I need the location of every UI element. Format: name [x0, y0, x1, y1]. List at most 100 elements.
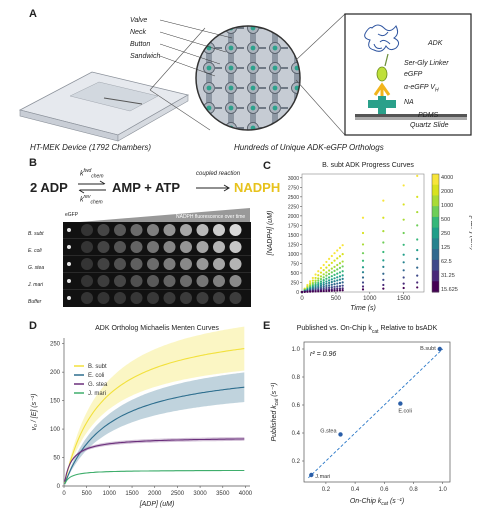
nadph-well — [130, 241, 143, 253]
time-label: NADPH fluorescence over time — [176, 214, 246, 220]
nadph-well — [147, 292, 159, 304]
nadph-well — [196, 224, 209, 236]
nadph-well — [213, 258, 225, 270]
data-point — [328, 286, 331, 289]
chamber-neck — [214, 107, 222, 109]
data-point — [336, 279, 339, 282]
y-tick-label: 2000 — [288, 214, 299, 220]
data-point — [333, 287, 336, 291]
coupled-label: coupled reaction — [196, 171, 241, 177]
y-tick-label: 750 — [291, 261, 300, 267]
data-point — [382, 265, 385, 268]
kcat-correlation-chart: Published vs. On-Chip kcat Relative to b… — [271, 325, 451, 507]
y-tick-label: 0.8 — [292, 375, 301, 381]
data-point — [416, 281, 419, 284]
data-point — [336, 272, 339, 275]
reaction-k-rev: krevchem — [80, 194, 103, 206]
chamber-neck — [280, 27, 288, 29]
confidence-band — [64, 326, 245, 484]
data-point — [322, 269, 325, 272]
data-point — [319, 290, 323, 293]
michaelis-menten-chart: ADK Ortholog Michaelis Menten Curves 0 50 1… — [31, 325, 253, 508]
data-point — [341, 270, 344, 273]
chamber-neck — [258, 47, 266, 49]
egfp-well — [67, 228, 71, 232]
data-point — [361, 276, 365, 279]
data-point — [338, 275, 342, 278]
y-tick-label: 0.6 — [292, 403, 301, 409]
stack-label-antibody: α-eGFP VH — [404, 84, 439, 94]
nadph-well — [180, 275, 192, 287]
chamber-neck — [214, 47, 222, 49]
colorbar-segment — [432, 281, 439, 293]
data-point — [341, 253, 344, 256]
y-tick-label: 0.2 — [292, 459, 301, 465]
data-point — [314, 273, 317, 276]
data-point — [311, 283, 314, 286]
data-point — [319, 282, 323, 285]
data-point — [361, 216, 365, 219]
data-point — [338, 278, 342, 281]
data-point — [382, 199, 385, 202]
data-point — [336, 285, 339, 288]
button-spot — [294, 105, 300, 111]
data-point — [338, 287, 342, 290]
nadph-well — [163, 224, 176, 236]
y-tick-label: 1000 — [288, 252, 299, 258]
chamber-neck — [280, 87, 288, 89]
data-point — [330, 280, 333, 284]
colorbar-tick-label: 2000 — [441, 189, 453, 195]
chart-d-title: ADK Ortholog Michaelis Menten Curves — [95, 325, 219, 332]
data-point — [336, 276, 339, 279]
orthologs-caption: Hundreds of Unique ADK-eGFP Orthologs — [234, 143, 384, 152]
nadph-well — [81, 224, 93, 236]
flow-channel — [272, 26, 278, 130]
y-tick-label: 500 — [291, 271, 300, 277]
row-label-bsubt: B. subt — [28, 231, 44, 237]
colorbar-segment — [432, 206, 439, 218]
stack-label-linker: Ser-Gly Linker — [404, 60, 449, 67]
row-label-jmari: J. mari — [28, 282, 43, 288]
colorbar-segment — [432, 249, 439, 261]
x-tick-label: 1000 — [363, 296, 377, 302]
chamber-zoom-circle — [196, 26, 300, 130]
button-spot — [206, 85, 212, 91]
x-tick-label: 1.0 — [439, 487, 448, 493]
data-point — [402, 203, 405, 206]
chamber-well — [291, 122, 300, 130]
colorbar-tick-label: 15.625 — [441, 287, 458, 293]
button-spot — [272, 26, 278, 31]
data-point — [330, 278, 333, 281]
data-point — [322, 289, 325, 293]
button-spot — [228, 65, 234, 71]
data-point — [341, 277, 344, 280]
data-point — [325, 274, 328, 277]
data-point — [361, 252, 365, 255]
egfp-icon — [376, 66, 388, 82]
legend-label: B. subt — [88, 364, 107, 370]
mm-curve — [64, 386, 245, 485]
nadph-well — [163, 275, 176, 287]
data-point — [314, 283, 317, 286]
chamber-neck — [258, 107, 266, 109]
data-point — [333, 280, 336, 283]
nadph-well — [213, 224, 225, 236]
data-point — [361, 281, 365, 284]
data-point — [306, 290, 309, 293]
data-point — [336, 249, 339, 252]
data-point — [336, 287, 339, 290]
egfp-well — [67, 245, 71, 249]
nadph-well — [147, 224, 159, 236]
data-point — [328, 276, 331, 279]
x-tick-label: 3000 — [193, 491, 207, 497]
data-point — [416, 238, 419, 241]
data-point — [330, 289, 333, 292]
data-point — [328, 279, 331, 282]
reaction-right: AMP + ATP — [112, 180, 181, 195]
data-point — [333, 289, 336, 292]
data-point — [402, 282, 405, 285]
nadph-well — [97, 292, 110, 304]
data-point — [402, 286, 405, 290]
data-point — [322, 283, 325, 286]
nadph-well — [196, 292, 209, 304]
